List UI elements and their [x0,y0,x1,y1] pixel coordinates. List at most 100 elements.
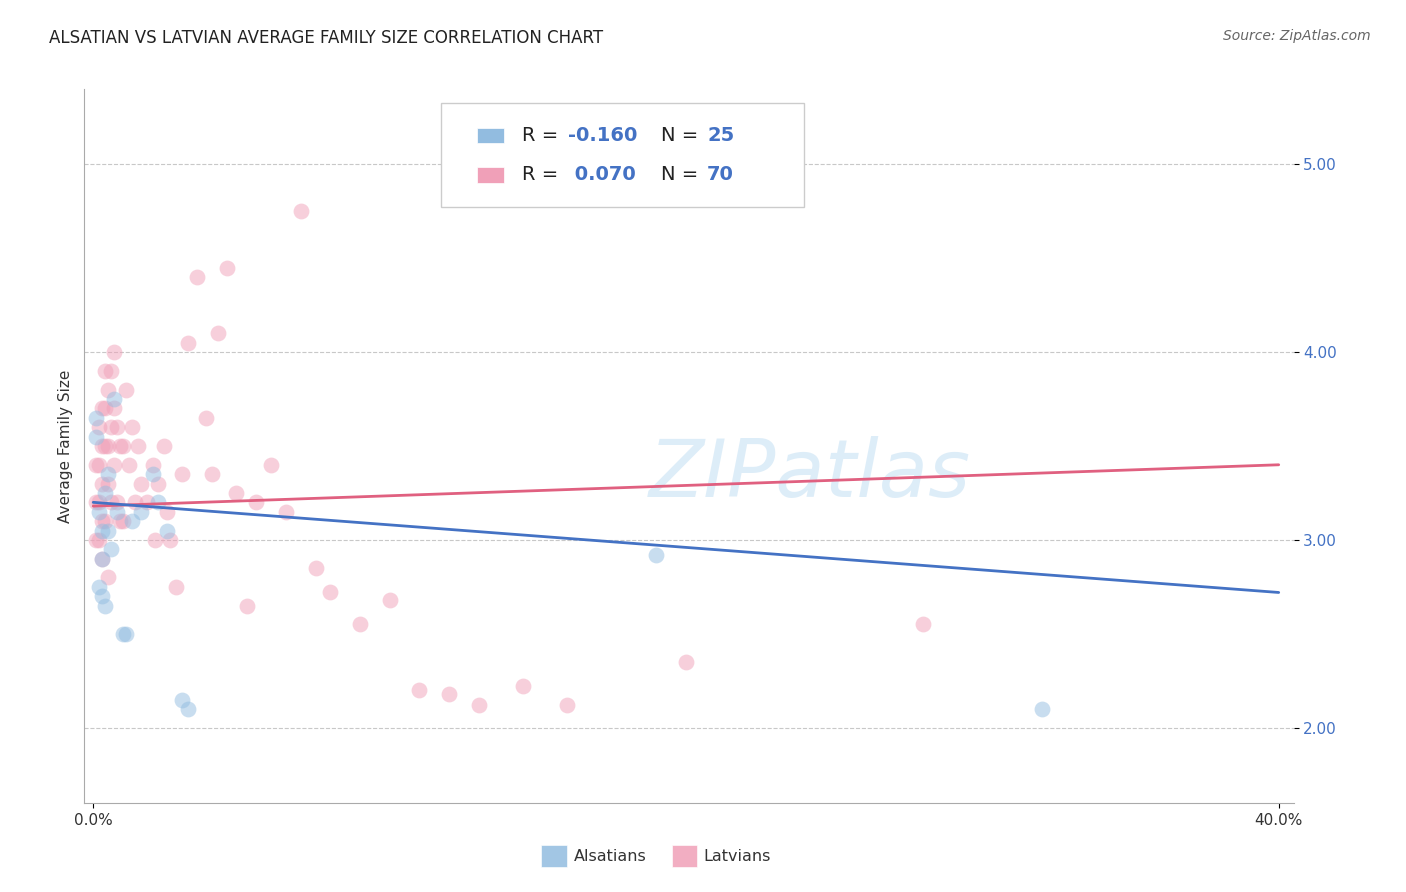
Text: N =: N = [661,126,704,145]
Point [115,627,138,641]
Point [274,505,297,519]
Point [97,524,120,538]
Point [207,326,229,341]
Point [84,533,107,547]
Point [100,420,122,434]
Point [108,439,131,453]
Point [467,698,489,713]
Point [111,627,134,641]
Point [105,505,128,519]
Point [103,458,125,472]
Point [100,364,122,378]
Point [91,401,114,416]
Point [89,458,111,472]
Point [124,495,146,509]
Text: 70: 70 [707,165,734,185]
Point [94,439,117,453]
Point [153,439,176,453]
Point [97,476,120,491]
Point [94,514,117,528]
Point [129,505,152,519]
Point [675,655,697,669]
Point [225,486,247,500]
Point [91,514,114,528]
Point [135,495,157,509]
Point [912,617,935,632]
Point [91,476,114,491]
Point [141,467,163,482]
Point [512,679,534,693]
Point [172,692,194,706]
Point [290,204,312,219]
Point [260,458,283,472]
Point [94,364,117,378]
Point [349,617,371,632]
Text: R =: R = [522,126,565,145]
Point [129,476,152,491]
Point [105,495,128,509]
Point [177,335,200,350]
Point [118,458,141,472]
Point [111,514,134,528]
Point [557,698,579,713]
Point [103,392,125,406]
Point [89,505,111,519]
Point [100,542,122,557]
Point [319,585,342,599]
Point [148,495,170,509]
Point [156,505,179,519]
Point [148,476,170,491]
Point [103,401,125,416]
Text: Alsatians: Alsatians [574,849,647,863]
Point [108,514,131,528]
Point [103,345,125,359]
Point [165,580,187,594]
Point [91,589,114,603]
Point [84,429,107,443]
Point [97,467,120,482]
Point [91,551,114,566]
Point [177,702,200,716]
Point [437,687,460,701]
Y-axis label: Average Family Size: Average Family Size [58,369,73,523]
Point [378,593,401,607]
Point [94,401,117,416]
Point [141,458,163,472]
Point [89,495,111,509]
Point [97,383,120,397]
FancyBboxPatch shape [478,128,503,144]
Text: Latvians: Latvians [703,849,770,863]
FancyBboxPatch shape [478,167,503,183]
Point [215,260,238,275]
Point [645,548,668,562]
Point [94,599,117,613]
Point [408,683,430,698]
Point [91,439,114,453]
Point [105,420,128,434]
Point [97,439,120,453]
Point [89,580,111,594]
Point [91,524,114,538]
Point [89,420,111,434]
Point [194,410,217,425]
Point [236,599,259,613]
Point [201,467,224,482]
Point [145,533,167,547]
Point [1031,702,1053,716]
FancyBboxPatch shape [441,103,804,207]
Point [97,570,120,584]
Point [91,551,114,566]
Point [94,486,117,500]
Point [186,270,208,285]
Point [84,458,107,472]
Point [304,561,326,575]
Point [84,495,107,509]
Text: R =: R = [522,165,565,185]
Point [121,420,143,434]
Point [111,439,134,453]
Point [84,410,107,425]
Point [115,383,138,397]
Text: 0.070: 0.070 [568,165,636,185]
Point [156,524,179,538]
Point [159,533,181,547]
